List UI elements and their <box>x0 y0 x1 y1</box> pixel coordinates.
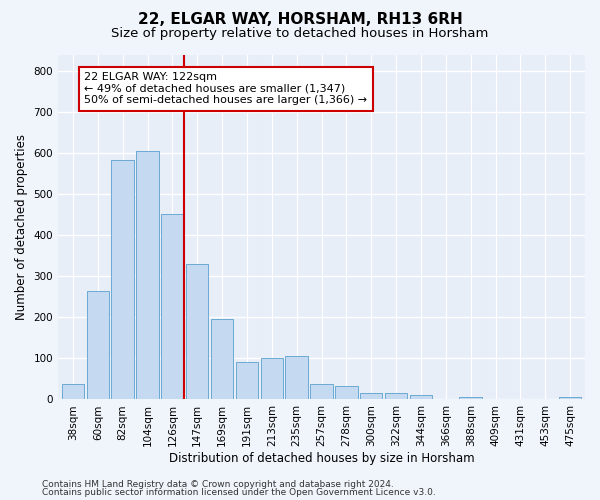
Bar <box>260 358 283 400</box>
Bar <box>86 291 109 400</box>
Text: Contains public sector information licensed under the Open Government Licence v3: Contains public sector information licen… <box>42 488 436 497</box>
Bar <box>460 396 482 400</box>
Text: 22, ELGAR WAY, HORSHAM, RH13 6RH: 22, ELGAR WAY, HORSHAM, RH13 6RH <box>137 12 463 28</box>
Text: 22 ELGAR WAY: 122sqm
← 49% of detached houses are smaller (1,347)
50% of semi-de: 22 ELGAR WAY: 122sqm ← 49% of detached h… <box>85 72 368 106</box>
Text: Contains HM Land Registry data © Crown copyright and database right 2024.: Contains HM Land Registry data © Crown c… <box>42 480 394 489</box>
Bar <box>310 384 333 400</box>
Bar <box>286 356 308 400</box>
X-axis label: Distribution of detached houses by size in Horsham: Distribution of detached houses by size … <box>169 452 475 465</box>
Bar <box>136 150 159 400</box>
Bar <box>211 318 233 400</box>
Bar <box>236 362 258 400</box>
Bar <box>360 393 382 400</box>
Bar <box>559 396 581 400</box>
Y-axis label: Number of detached properties: Number of detached properties <box>15 134 28 320</box>
Bar <box>186 264 208 400</box>
Bar <box>112 160 134 400</box>
Bar <box>410 396 432 400</box>
Bar <box>335 386 358 400</box>
Bar <box>385 393 407 400</box>
Text: Size of property relative to detached houses in Horsham: Size of property relative to detached ho… <box>112 28 488 40</box>
Bar <box>161 214 184 400</box>
Bar <box>62 384 84 400</box>
